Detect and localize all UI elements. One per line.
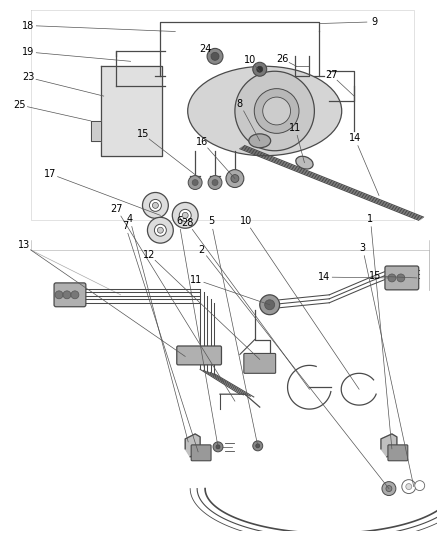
Circle shape: [192, 180, 198, 185]
Circle shape: [253, 62, 267, 76]
Text: 15: 15: [369, 271, 381, 281]
Polygon shape: [381, 434, 397, 457]
Circle shape: [212, 180, 218, 185]
Text: 9: 9: [372, 17, 378, 27]
Circle shape: [260, 295, 279, 314]
Circle shape: [256, 444, 260, 448]
Text: 8: 8: [237, 99, 243, 109]
Circle shape: [63, 291, 71, 299]
Circle shape: [208, 175, 222, 190]
Text: 3: 3: [360, 243, 366, 253]
Text: 25: 25: [14, 100, 26, 110]
Text: 2: 2: [198, 245, 205, 255]
Text: 7: 7: [122, 221, 128, 231]
Circle shape: [253, 441, 263, 451]
FancyBboxPatch shape: [244, 353, 276, 373]
Text: 4: 4: [127, 214, 133, 224]
Circle shape: [188, 175, 202, 190]
Text: 14: 14: [318, 272, 330, 282]
Circle shape: [226, 169, 244, 188]
Text: 11: 11: [289, 123, 301, 133]
Circle shape: [152, 203, 159, 208]
Circle shape: [397, 274, 405, 282]
Circle shape: [179, 209, 191, 221]
Circle shape: [216, 445, 220, 449]
Circle shape: [415, 481, 425, 490]
Circle shape: [142, 192, 168, 219]
Text: 6: 6: [176, 216, 182, 227]
Text: 27: 27: [110, 204, 123, 214]
Text: 19: 19: [22, 47, 35, 57]
Text: 17: 17: [44, 169, 57, 179]
Circle shape: [388, 274, 396, 282]
Text: 10: 10: [244, 55, 257, 65]
FancyBboxPatch shape: [385, 266, 419, 290]
Circle shape: [211, 52, 219, 60]
Text: 26: 26: [276, 54, 288, 64]
Circle shape: [155, 224, 166, 236]
Circle shape: [257, 66, 263, 72]
Text: 28: 28: [181, 218, 194, 228]
Circle shape: [231, 175, 239, 182]
Text: 12: 12: [143, 250, 155, 260]
Circle shape: [402, 480, 416, 494]
Text: 13: 13: [18, 240, 30, 251]
Ellipse shape: [235, 71, 314, 151]
Text: 24: 24: [199, 44, 211, 54]
Circle shape: [182, 212, 188, 219]
Ellipse shape: [296, 156, 313, 169]
Circle shape: [207, 49, 223, 64]
Ellipse shape: [263, 97, 290, 125]
Text: 16: 16: [196, 137, 208, 147]
Ellipse shape: [188, 66, 342, 156]
Polygon shape: [91, 121, 101, 141]
Circle shape: [265, 300, 275, 310]
Text: 10: 10: [240, 216, 252, 227]
Circle shape: [148, 217, 173, 243]
Ellipse shape: [249, 134, 271, 148]
Text: 5: 5: [208, 216, 214, 227]
FancyBboxPatch shape: [54, 283, 86, 307]
Circle shape: [149, 199, 161, 212]
Circle shape: [213, 442, 223, 452]
Polygon shape: [101, 66, 162, 156]
Circle shape: [71, 291, 79, 299]
Circle shape: [382, 482, 396, 496]
FancyBboxPatch shape: [191, 445, 211, 461]
Circle shape: [55, 291, 63, 299]
Ellipse shape: [254, 88, 299, 133]
Circle shape: [157, 227, 163, 233]
Polygon shape: [185, 434, 200, 457]
Text: 23: 23: [22, 72, 35, 83]
FancyBboxPatch shape: [388, 445, 408, 461]
FancyBboxPatch shape: [177, 346, 222, 365]
Text: 18: 18: [22, 21, 35, 30]
Text: 15: 15: [137, 129, 149, 139]
Circle shape: [406, 483, 412, 490]
Text: 11: 11: [190, 274, 202, 285]
Text: 14: 14: [349, 133, 361, 143]
Text: 1: 1: [367, 214, 374, 224]
Text: 27: 27: [325, 70, 338, 80]
Circle shape: [172, 203, 198, 228]
Circle shape: [386, 486, 392, 491]
